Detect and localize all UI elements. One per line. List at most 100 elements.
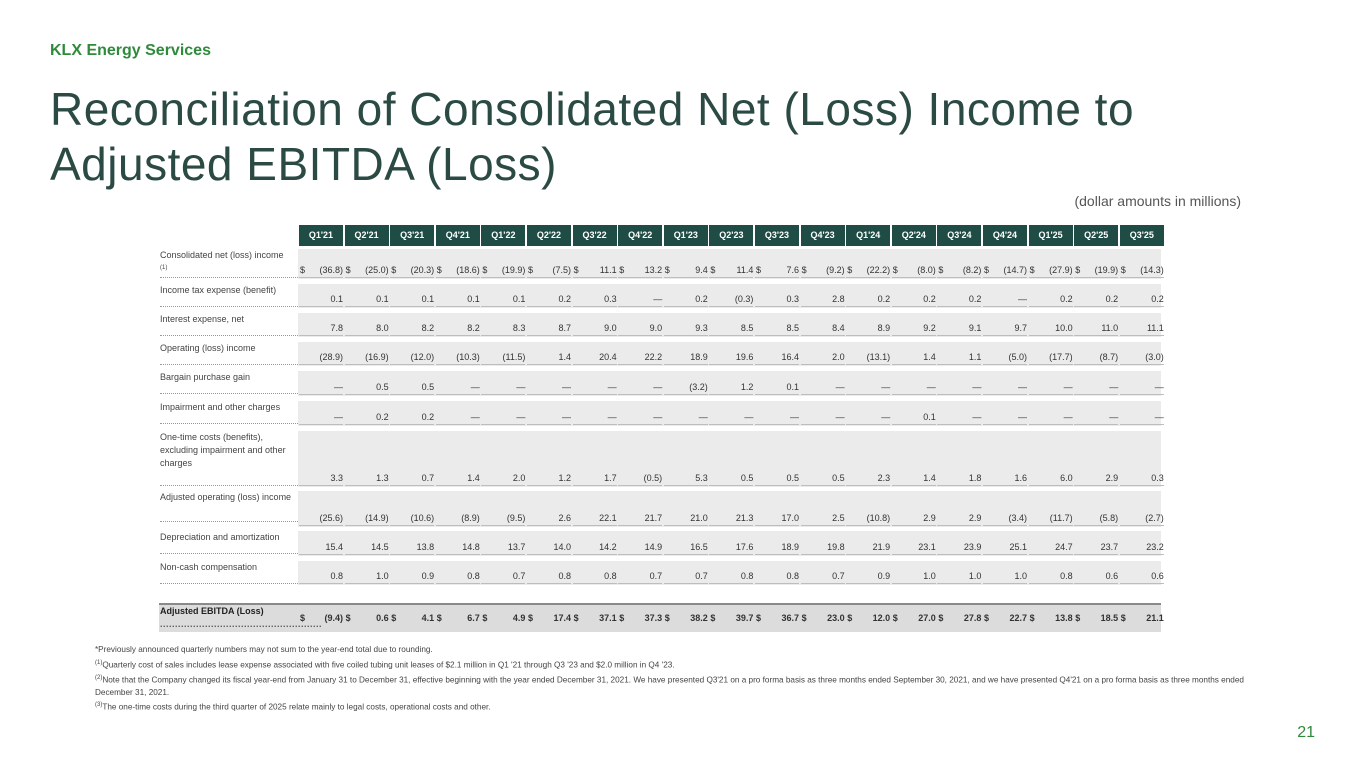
cell-value: 16.5 (690, 542, 708, 552)
column-header: Q1'22 (481, 225, 526, 246)
table-cell: 9.1 (937, 321, 982, 336)
table-cell: 9.3 (663, 321, 708, 336)
table-cell: 19.6 (709, 350, 754, 365)
column-header: Q4'22 (618, 225, 663, 246)
dollar-sign: $ (619, 613, 625, 623)
total-row-label: Adjusted EBITDA (Loss)..................… (160, 605, 322, 629)
cell-value: 7.6 (786, 265, 799, 275)
table-cell: 16.4 (755, 350, 799, 365)
table-cell: 1.6 (983, 471, 1027, 486)
table-cell: 0.1 (344, 292, 389, 307)
cell-value: (12.0) (410, 352, 435, 362)
cell-value: — (607, 382, 617, 392)
dollar-sign: $ (619, 265, 625, 275)
dollar-sign: $ (664, 265, 670, 275)
cell-value: 0.7 (695, 571, 708, 581)
total-cell: $17.4 (527, 611, 571, 625)
total-cell: $37.1 (573, 611, 617, 625)
table-cell: $11.4 (709, 263, 754, 278)
table-cell: 2.0 (481, 471, 526, 486)
cell-value: (0.3) (734, 294, 754, 304)
table-cell: 0.5 (344, 380, 389, 395)
cell-value: — (562, 382, 571, 392)
table-cell: (13.1) (846, 350, 891, 365)
table-cell: 16.5 (663, 540, 708, 555)
cell-value: 0.8 (330, 571, 343, 581)
dollar-sign: $ (391, 613, 397, 623)
table-cell: — (937, 410, 982, 425)
cell-value: — (607, 412, 617, 422)
table-cell: (14.9) (344, 511, 389, 526)
cell-value: — (516, 382, 526, 392)
cell-value: — (881, 412, 891, 422)
cell-value: 0.1 (376, 294, 389, 304)
cell-value: (9.5) (506, 513, 526, 523)
cell-value: 8.2 (421, 323, 435, 333)
cell-value: 0.1 (330, 294, 343, 304)
table-row: Consolidated net (loss) income (1) $ (36.8)… (159, 249, 1164, 279)
table-cell: 0.2 (1028, 292, 1073, 307)
cell-value: 21.3 (735, 513, 754, 523)
cell-value: — (972, 412, 982, 422)
table-cell: 2.5 (800, 511, 845, 526)
table-cell: 0.6 (1119, 569, 1164, 584)
row-background (298, 401, 1161, 426)
footnote-3: (3)The one-time costs during the third q… (95, 702, 491, 713)
total-value: (9.4) (324, 613, 343, 623)
total-cell: $12.0 (846, 611, 890, 625)
cell-value: 1.2 (558, 473, 571, 483)
table-row: Bargain purchase gain — 0.5 0.5 — — — — — (3.2) 1.… (159, 371, 1164, 396)
table-cell: 1.1 (937, 350, 982, 365)
dollar-sign: $ (345, 265, 351, 275)
cell-value: 0.8 (558, 571, 571, 581)
dollar-sign: $ (528, 265, 534, 275)
dollar-sign: $ (1029, 265, 1035, 275)
row-label: Impairment and other charges (160, 401, 298, 424)
table-cell: 0.1 (390, 292, 435, 307)
cell-value: 1.4 (923, 473, 936, 483)
table-cell: 8.7 (527, 321, 571, 336)
column-header: Q4'21 (435, 225, 480, 246)
total-value: 39.7 (735, 613, 754, 623)
dollar-sign: $ (573, 265, 579, 275)
cell-value: 21.7 (644, 513, 663, 523)
table-cell: (16.9) (344, 350, 389, 365)
cell-value: (10.8) (866, 513, 891, 523)
cell-value: (8.7) (1099, 352, 1119, 362)
total-value: 37.1 (599, 613, 617, 623)
table-cell: 14.2 (572, 540, 617, 555)
table-cell: $ (9.2) (800, 263, 845, 278)
table-cell: — (891, 380, 936, 395)
cell-value: (19.9) (501, 265, 526, 275)
table-cell: 21.7 (618, 511, 663, 526)
table-cell: 13.7 (481, 540, 526, 555)
cell-value: 0.6 (1105, 571, 1119, 581)
cell-value: 0.5 (376, 382, 389, 392)
cell-value: (8.9) (461, 513, 480, 523)
cell-value: 11.4 (736, 265, 754, 275)
table-cell: 0.8 (527, 569, 571, 584)
row-label: Depreciation and amortization (160, 531, 298, 554)
cell-value: 8.2 (467, 323, 480, 333)
total-cell: $13.8 (1029, 611, 1073, 625)
cell-value: (18.6) (456, 265, 480, 275)
cell-value: 20.4 (599, 352, 617, 362)
cell-value: 0.1 (467, 294, 480, 304)
row-label-text: Operating (loss) income (160, 343, 256, 353)
cell-value: 1.2 (740, 382, 754, 392)
cell-value: (5.0) (1008, 352, 1027, 362)
cell-value: — (334, 382, 343, 392)
table-cell: 0.3 (1119, 471, 1164, 486)
row-label: Income tax expense (benefit) (160, 284, 298, 307)
cell-value: 2.9 (968, 513, 982, 523)
cell-value: 21.9 (872, 542, 891, 552)
table-cell: $ (19.9) (1074, 263, 1119, 278)
cell-value: 0.2 (1105, 294, 1119, 304)
table-cell: 5.3 (663, 471, 708, 486)
cell-value: (14.3) (1140, 265, 1164, 275)
dot-leader: ........................................… (160, 619, 323, 629)
total-value: 36.7 (781, 613, 799, 623)
cell-value: — (698, 412, 708, 422)
cell-value: 1.0 (376, 571, 389, 581)
table-cell: (8.7) (1074, 350, 1119, 365)
